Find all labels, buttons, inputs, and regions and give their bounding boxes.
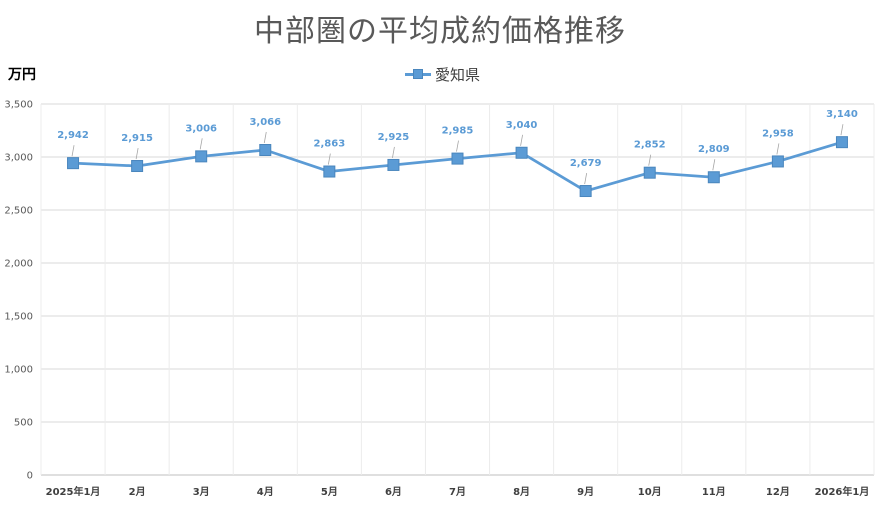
y-tick-label: 1,500 xyxy=(4,312,33,323)
y-tick-label: 2,000 xyxy=(4,259,33,270)
data-label: 2,942 xyxy=(57,130,89,141)
data-label: 3,140 xyxy=(826,109,858,120)
data-label: 3,006 xyxy=(185,123,217,134)
data-label-leader xyxy=(327,153,331,165)
data-label-leader xyxy=(648,154,652,166)
y-tick-label: 3,000 xyxy=(4,153,33,164)
data-point-marker xyxy=(451,152,464,165)
data-label-leader xyxy=(712,159,716,171)
data-point-marker xyxy=(259,144,272,157)
data-label: 3,066 xyxy=(249,117,281,128)
data-label-leader xyxy=(520,134,523,146)
data-label: 2,863 xyxy=(314,139,346,150)
data-point-marker xyxy=(579,185,592,198)
data-label-leader xyxy=(199,138,203,150)
data-label-leader xyxy=(71,145,75,157)
y-tick-label: 1,000 xyxy=(4,365,33,376)
data-point-marker xyxy=(643,166,656,179)
data-point-marker xyxy=(515,146,528,159)
legend-line-marker-icon xyxy=(405,68,431,80)
chart-title: 中部圏の平均成約価格推移 xyxy=(254,14,626,49)
data-point-marker xyxy=(835,136,848,149)
data-label: 2,809 xyxy=(698,144,730,155)
data-point-marker xyxy=(131,160,144,173)
data-label: 3,040 xyxy=(506,120,538,131)
data-point-marker xyxy=(387,158,400,171)
y-tick-label: 2,500 xyxy=(4,206,33,217)
x-tick-label: 8月 xyxy=(513,486,530,498)
y-tick-label: 0 xyxy=(27,471,33,482)
x-tick-label: 2025年1月 xyxy=(46,485,101,498)
data-label-leader xyxy=(135,147,139,160)
data-label: 2,679 xyxy=(570,158,602,169)
legend-label-aichi: 愛知県 xyxy=(435,65,481,84)
x-tick-label: 11月 xyxy=(702,486,726,498)
x-tick-label: 10月 xyxy=(638,486,662,498)
x-tick-label: 2月 xyxy=(129,486,146,498)
x-tick-label: 9月 xyxy=(577,486,594,498)
x-tick-label: 5月 xyxy=(321,486,338,498)
data-label: 2,958 xyxy=(762,128,794,139)
y-axis-unit-label: 万円 xyxy=(8,67,36,83)
data-label: 2,925 xyxy=(378,132,410,143)
x-tick-label: 2026年1月 xyxy=(815,485,870,498)
chart-legend: 愛知県 xyxy=(405,64,480,84)
data-label-leader xyxy=(840,124,844,136)
data-point-marker xyxy=(67,157,80,170)
data-point-marker xyxy=(195,150,208,163)
data-point-marker xyxy=(707,171,720,184)
data-label-leader xyxy=(392,146,395,159)
data-label-leader xyxy=(776,143,780,155)
data-point-marker xyxy=(771,155,784,168)
y-tick-label: 3,500 xyxy=(4,100,33,111)
data-label: 2,985 xyxy=(442,126,474,137)
data-label-leader xyxy=(456,140,459,152)
data-label-leader xyxy=(584,172,588,185)
data-label: 2,915 xyxy=(121,133,153,144)
data-point-marker xyxy=(323,165,336,178)
x-tick-label: 12月 xyxy=(766,486,790,498)
x-tick-label: 7月 xyxy=(449,486,466,498)
data-label-leader xyxy=(263,131,267,144)
x-tick-label: 4月 xyxy=(257,486,274,498)
x-tick-label: 3月 xyxy=(193,486,210,498)
y-tick-label: 500 xyxy=(14,418,33,429)
data-label: 2,852 xyxy=(634,140,666,151)
x-tick-label: 6月 xyxy=(385,486,402,498)
